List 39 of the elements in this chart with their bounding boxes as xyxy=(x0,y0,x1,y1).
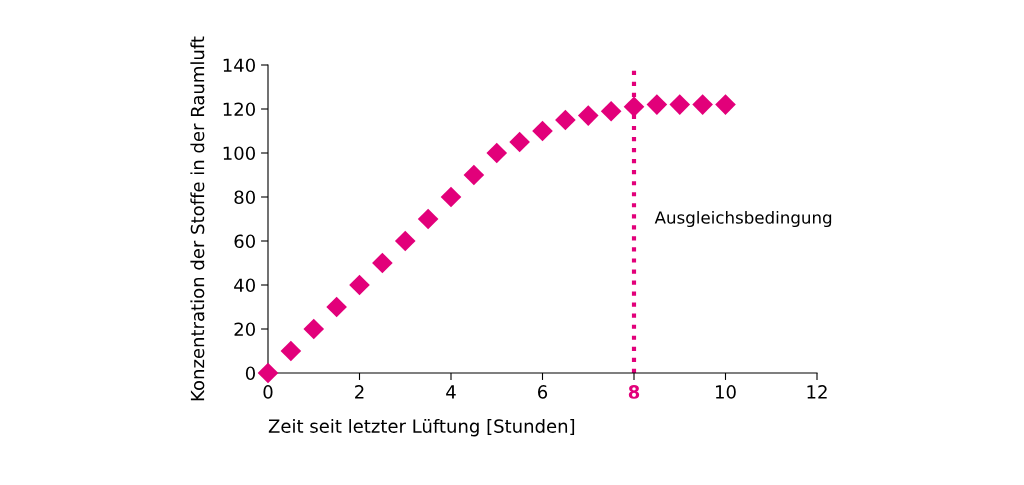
point xyxy=(303,318,325,340)
point xyxy=(555,109,576,131)
point xyxy=(326,296,347,318)
x-tick-label: 12 xyxy=(807,385,827,399)
point xyxy=(372,252,393,274)
point xyxy=(646,94,668,115)
y-tick-label: 100 xyxy=(223,146,255,161)
x-tick-label: 2 xyxy=(355,385,364,399)
y-tick-label: 140 xyxy=(223,58,255,73)
y-tick-label: 40 xyxy=(234,278,255,293)
x-tick-label: 6 xyxy=(538,385,548,399)
y-tick-label: 80 xyxy=(234,190,255,205)
point xyxy=(349,274,370,296)
point xyxy=(600,100,622,122)
x-tick-label: 0 xyxy=(263,385,273,399)
point xyxy=(417,208,439,230)
x-tick-label: 8 xyxy=(628,385,640,399)
point xyxy=(257,362,279,384)
ref-line-label: Ausgleichsbedingung xyxy=(654,210,832,228)
point xyxy=(394,230,416,252)
point xyxy=(463,164,485,186)
point xyxy=(509,131,530,153)
y-tick-label: 60 xyxy=(234,234,255,249)
point xyxy=(486,142,508,164)
point xyxy=(280,340,302,362)
point xyxy=(440,186,462,208)
point xyxy=(532,120,553,142)
point xyxy=(577,105,599,126)
point xyxy=(623,96,645,118)
point xyxy=(692,94,713,115)
y-axis-title: Konzentration der Stoffe in der Raumluft xyxy=(190,36,205,401)
x-tick-label: 10 xyxy=(716,385,736,399)
point xyxy=(715,94,736,115)
y-tick-label: 0 xyxy=(245,366,255,381)
x-axis-title: Zeit seit letzter Lüftung [Stunden] xyxy=(268,418,575,437)
x-tick-label: 4 xyxy=(446,385,456,399)
y-tick-label: 20 xyxy=(234,322,255,337)
y-tick-label: 120 xyxy=(223,102,255,117)
point xyxy=(669,94,691,115)
